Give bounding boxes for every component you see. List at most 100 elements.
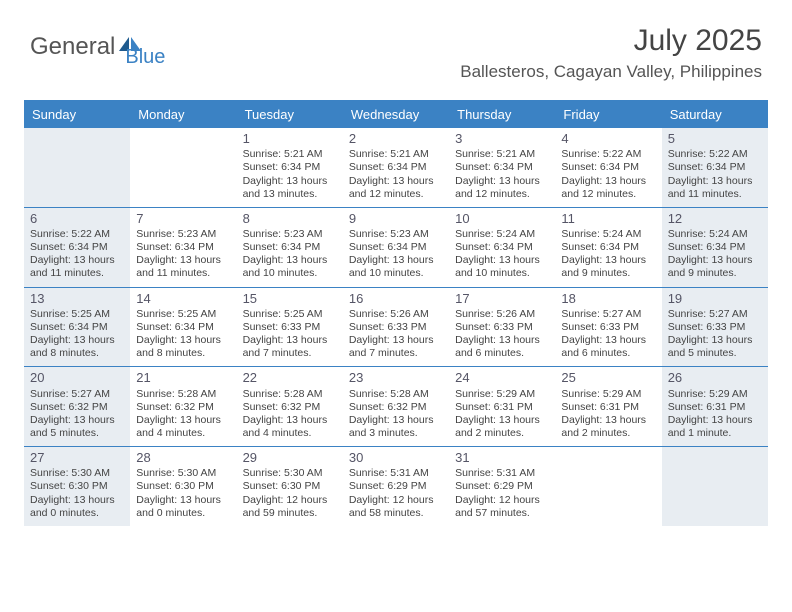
calendar-cell: 15Sunrise: 5:25 AMSunset: 6:33 PMDayligh… [237, 288, 343, 367]
sunrise-text: Sunrise: 5:26 AM [455, 308, 549, 321]
header: General Blue July 2025 Ballesteros, Caga… [0, 0, 792, 90]
day-number: 28 [136, 450, 230, 466]
daylight-text: Daylight: 13 hours and 12 minutes. [349, 175, 443, 201]
day-number: 20 [30, 370, 124, 386]
calendar-cell [555, 447, 661, 526]
location-text: Ballesteros, Cagayan Valley, Philippines [460, 62, 762, 82]
sunrise-text: Sunrise: 5:30 AM [136, 467, 230, 480]
daylight-text: Daylight: 13 hours and 7 minutes. [243, 334, 337, 360]
week-row: 27Sunrise: 5:30 AMSunset: 6:30 PMDayligh… [24, 446, 768, 526]
calendar-cell: 28Sunrise: 5:30 AMSunset: 6:30 PMDayligh… [130, 447, 236, 526]
sunset-text: Sunset: 6:34 PM [243, 161, 337, 174]
sunset-text: Sunset: 6:34 PM [455, 241, 549, 254]
week-row: 13Sunrise: 5:25 AMSunset: 6:34 PMDayligh… [24, 287, 768, 367]
sunset-text: Sunset: 6:31 PM [561, 401, 655, 414]
calendar-cell: 16Sunrise: 5:26 AMSunset: 6:33 PMDayligh… [343, 288, 449, 367]
daylight-text: Daylight: 13 hours and 10 minutes. [243, 254, 337, 280]
day-number: 19 [668, 291, 762, 307]
sunrise-text: Sunrise: 5:23 AM [243, 228, 337, 241]
daylight-text: Daylight: 13 hours and 0 minutes. [30, 494, 124, 520]
daylight-text: Daylight: 13 hours and 1 minute. [668, 414, 762, 440]
sunset-text: Sunset: 6:34 PM [136, 321, 230, 334]
calendar-cell [662, 447, 768, 526]
daylight-text: Daylight: 13 hours and 5 minutes. [668, 334, 762, 360]
daylight-text: Daylight: 13 hours and 2 minutes. [561, 414, 655, 440]
day-number: 14 [136, 291, 230, 307]
sunrise-text: Sunrise: 5:21 AM [243, 148, 337, 161]
calendar-cell: 3Sunrise: 5:21 AMSunset: 6:34 PMDaylight… [449, 128, 555, 207]
logo-text-2: Blue [125, 46, 165, 69]
calendar-cell: 12Sunrise: 5:24 AMSunset: 6:34 PMDayligh… [662, 208, 768, 287]
calendar-cell: 31Sunrise: 5:31 AMSunset: 6:29 PMDayligh… [449, 447, 555, 526]
day-number: 21 [136, 370, 230, 386]
sunset-text: Sunset: 6:32 PM [243, 401, 337, 414]
sunset-text: Sunset: 6:34 PM [30, 321, 124, 334]
sunset-text: Sunset: 6:34 PM [561, 241, 655, 254]
daylight-text: Daylight: 13 hours and 11 minutes. [136, 254, 230, 280]
day-number: 8 [243, 211, 337, 227]
day-number: 24 [455, 370, 549, 386]
daylight-text: Daylight: 13 hours and 4 minutes. [243, 414, 337, 440]
sunset-text: Sunset: 6:32 PM [30, 401, 124, 414]
day-number: 31 [455, 450, 549, 466]
daylight-text: Daylight: 12 hours and 58 minutes. [349, 494, 443, 520]
daylight-text: Daylight: 13 hours and 13 minutes. [243, 175, 337, 201]
daylight-text: Daylight: 13 hours and 10 minutes. [455, 254, 549, 280]
day-number: 18 [561, 291, 655, 307]
sunrise-text: Sunrise: 5:29 AM [668, 388, 762, 401]
calendar-cell: 18Sunrise: 5:27 AMSunset: 6:33 PMDayligh… [555, 288, 661, 367]
sunset-text: Sunset: 6:31 PM [455, 401, 549, 414]
calendar-cell: 6Sunrise: 5:22 AMSunset: 6:34 PMDaylight… [24, 208, 130, 287]
sunrise-text: Sunrise: 5:24 AM [561, 228, 655, 241]
calendar-cell: 7Sunrise: 5:23 AMSunset: 6:34 PMDaylight… [130, 208, 236, 287]
calendar-cell: 5Sunrise: 5:22 AMSunset: 6:34 PMDaylight… [662, 128, 768, 207]
sunrise-text: Sunrise: 5:26 AM [349, 308, 443, 321]
calendar-cell: 2Sunrise: 5:21 AMSunset: 6:34 PMDaylight… [343, 128, 449, 207]
logo: General Blue [30, 24, 165, 69]
sunrise-text: Sunrise: 5:24 AM [668, 228, 762, 241]
title-block: July 2025 Ballesteros, Cagayan Valley, P… [460, 24, 762, 82]
daylight-text: Daylight: 12 hours and 59 minutes. [243, 494, 337, 520]
sunrise-text: Sunrise: 5:27 AM [30, 388, 124, 401]
calendar-cell: 30Sunrise: 5:31 AMSunset: 6:29 PMDayligh… [343, 447, 449, 526]
sunrise-text: Sunrise: 5:30 AM [30, 467, 124, 480]
sunset-text: Sunset: 6:34 PM [30, 241, 124, 254]
day-number: 16 [349, 291, 443, 307]
sunset-text: Sunset: 6:33 PM [455, 321, 549, 334]
sunset-text: Sunset: 6:30 PM [30, 480, 124, 493]
day-number: 15 [243, 291, 337, 307]
sunset-text: Sunset: 6:33 PM [668, 321, 762, 334]
day-number: 1 [243, 131, 337, 147]
calendar-cell: 29Sunrise: 5:30 AMSunset: 6:30 PMDayligh… [237, 447, 343, 526]
sunrise-text: Sunrise: 5:24 AM [455, 228, 549, 241]
calendar-cell: 22Sunrise: 5:28 AMSunset: 6:32 PMDayligh… [237, 367, 343, 446]
logo-text-1: General [30, 33, 115, 61]
sunrise-text: Sunrise: 5:22 AM [30, 228, 124, 241]
sunrise-text: Sunrise: 5:28 AM [349, 388, 443, 401]
daylight-text: Daylight: 13 hours and 10 minutes. [349, 254, 443, 280]
week-row: 6Sunrise: 5:22 AMSunset: 6:34 PMDaylight… [24, 207, 768, 287]
sunrise-text: Sunrise: 5:30 AM [243, 467, 337, 480]
sunrise-text: Sunrise: 5:22 AM [561, 148, 655, 161]
sunset-text: Sunset: 6:34 PM [668, 161, 762, 174]
calendar-cell: 19Sunrise: 5:27 AMSunset: 6:33 PMDayligh… [662, 288, 768, 367]
calendar-cell: 9Sunrise: 5:23 AMSunset: 6:34 PMDaylight… [343, 208, 449, 287]
sunrise-text: Sunrise: 5:25 AM [30, 308, 124, 321]
day-number: 25 [561, 370, 655, 386]
day-number: 23 [349, 370, 443, 386]
day-header: Sunday [24, 102, 130, 127]
page-title: July 2025 [460, 24, 762, 58]
day-number: 27 [30, 450, 124, 466]
day-number: 6 [30, 211, 124, 227]
sunrise-text: Sunrise: 5:28 AM [136, 388, 230, 401]
daylight-text: Daylight: 13 hours and 8 minutes. [30, 334, 124, 360]
daylight-text: Daylight: 13 hours and 8 minutes. [136, 334, 230, 360]
sunset-text: Sunset: 6:34 PM [136, 241, 230, 254]
day-number: 11 [561, 211, 655, 227]
sunrise-text: Sunrise: 5:25 AM [136, 308, 230, 321]
calendar-cell: 4Sunrise: 5:22 AMSunset: 6:34 PMDaylight… [555, 128, 661, 207]
sunset-text: Sunset: 6:34 PM [668, 241, 762, 254]
daylight-text: Daylight: 13 hours and 11 minutes. [668, 175, 762, 201]
sunrise-text: Sunrise: 5:23 AM [136, 228, 230, 241]
day-number: 12 [668, 211, 762, 227]
